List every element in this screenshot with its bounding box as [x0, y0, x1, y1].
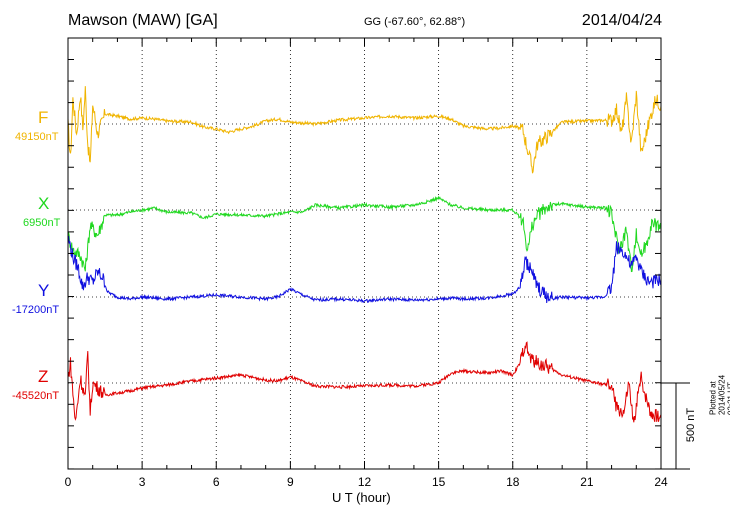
x-tick-label: 18 [506, 475, 520, 489]
station-coords: GG (-67.60°, 62.88°) [364, 16, 466, 28]
x-tick-label: 21 [580, 475, 594, 489]
station-title: Mawson (MAW) [GA] [68, 12, 218, 29]
x-tick-label: 24 [654, 475, 668, 489]
x-axis-label: U T (hour) [332, 490, 391, 505]
scale-bar [661, 382, 690, 470]
baseline-label-f: 49150nT [15, 131, 59, 143]
series-label-y: Y [38, 281, 50, 300]
series-line-y [67, 235, 662, 304]
axis-ticks [67, 38, 662, 470]
x-tick-label: 3 [138, 475, 146, 489]
series-line-f [67, 86, 662, 174]
baseline-label-x: 6950nT [23, 217, 61, 229]
baseline-label-z: -45520nT [12, 390, 60, 402]
x-tick-label: 0 [64, 475, 72, 489]
x-tick-label: 9 [287, 475, 294, 489]
scale-bar-label: 500 nT [685, 407, 697, 443]
baseline-label-y: -17200nT [12, 304, 60, 316]
series-line-z [67, 341, 662, 423]
grid [68, 38, 661, 469]
series-label-x: X [38, 194, 50, 213]
x-tick-label: 6 [212, 475, 220, 489]
plotted-timestamp: Plotted at 2014/05/24 02:21 UT [708, 374, 730, 416]
plot-date: 2014/04/24 [581, 12, 662, 29]
series-label-z: Z [38, 367, 49, 386]
x-tick-label: 12 [357, 475, 372, 489]
series-lines [67, 86, 662, 423]
x-tick-label: 15 [431, 475, 446, 489]
series-line-x [67, 195, 662, 273]
series-label-f: F [38, 108, 49, 127]
